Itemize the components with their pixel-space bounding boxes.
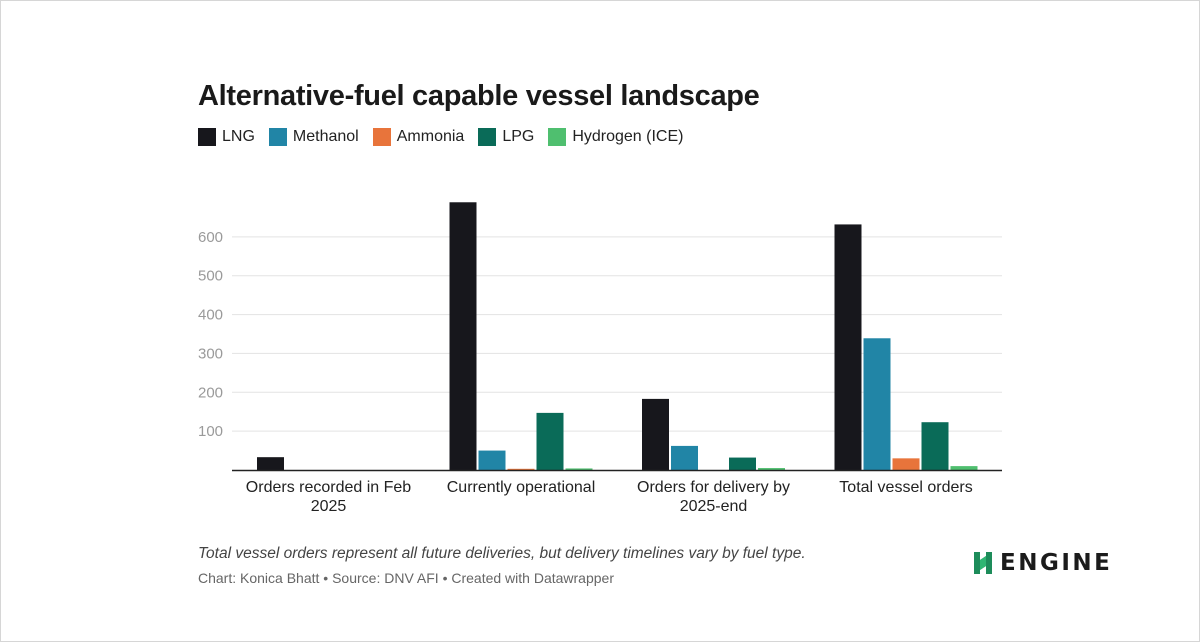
legend-label-lpg: LPG xyxy=(502,128,535,145)
legend-swatch-methanol xyxy=(268,128,287,146)
bar-methanol-1 xyxy=(478,450,506,470)
chart-note: Total vessel orders represent all future… xyxy=(198,545,806,562)
bar-lng-0 xyxy=(257,457,284,470)
y-tick-label-600: 600 xyxy=(198,229,223,246)
x-tick-label-3: Total vessel orders xyxy=(839,479,972,496)
y-tick-label-200: 200 xyxy=(198,384,223,401)
engine-logo: ENGINE xyxy=(972,550,1112,576)
legend-item-ammonia: Ammonia xyxy=(372,128,465,146)
y-tick-label-100: 100 xyxy=(198,423,223,440)
legend-label-methanol: Methanol xyxy=(292,128,359,145)
legend-item-methanol: Methanol xyxy=(268,128,359,146)
bar-lng-1 xyxy=(449,202,477,470)
bar-lpg-1 xyxy=(536,412,564,470)
legend-swatch-ammonia xyxy=(372,128,391,146)
bar-hydrogen-ice-1 xyxy=(565,468,593,470)
legend-label-hydrogen: Hydrogen (ICE) xyxy=(572,128,684,145)
legend-item-hydrogen: Hydrogen (ICE) xyxy=(548,128,683,146)
legend-swatch-hydrogen xyxy=(548,128,567,146)
x-tick-label-0: Orders recorded in Feb 2025 xyxy=(246,479,412,515)
chart-title: Alternative-fuel capable vessel landscap… xyxy=(198,80,760,112)
chart-legend: LNG Methanol Ammonia LPG Hydrogen (ICE) xyxy=(198,128,683,146)
legend-item-lng: LNG xyxy=(198,128,255,146)
chart-credit: Chart: Konica Bhatt • Source: DNV AFI • … xyxy=(198,570,614,586)
y-tick-label-500: 500 xyxy=(198,268,223,285)
legend-item-lpg: LPG xyxy=(478,128,534,146)
bar-ammonia-1 xyxy=(507,468,535,470)
legend-swatch-lng xyxy=(198,128,216,146)
legend-label-ammonia: Ammonia xyxy=(396,128,465,145)
y-tick-label-400: 400 xyxy=(198,307,223,324)
engine-logo-icon xyxy=(974,552,992,574)
bar-hydrogen-ice-2 xyxy=(758,468,785,470)
legend-swatch-lpg xyxy=(478,128,497,146)
bar-methanol-3 xyxy=(863,338,891,470)
legend-label-lng: LNG xyxy=(222,128,255,145)
bar-lng-2 xyxy=(642,398,669,470)
bar-lng-3 xyxy=(834,224,862,470)
x-tick-label-2: Orders for delivery by 2025-end xyxy=(637,479,790,515)
bar-methanol-2 xyxy=(671,445,698,470)
engine-logo-text: ENGINE xyxy=(1000,550,1113,576)
x-tick-label-1: Currently operational xyxy=(447,479,596,496)
bar-lpg-3 xyxy=(921,422,949,470)
bar-lpg-2 xyxy=(729,457,756,470)
bar-hydrogen-ice-3 xyxy=(950,466,978,470)
y-tick-label-300: 300 xyxy=(198,345,223,362)
bar-ammonia-3 xyxy=(892,458,920,470)
